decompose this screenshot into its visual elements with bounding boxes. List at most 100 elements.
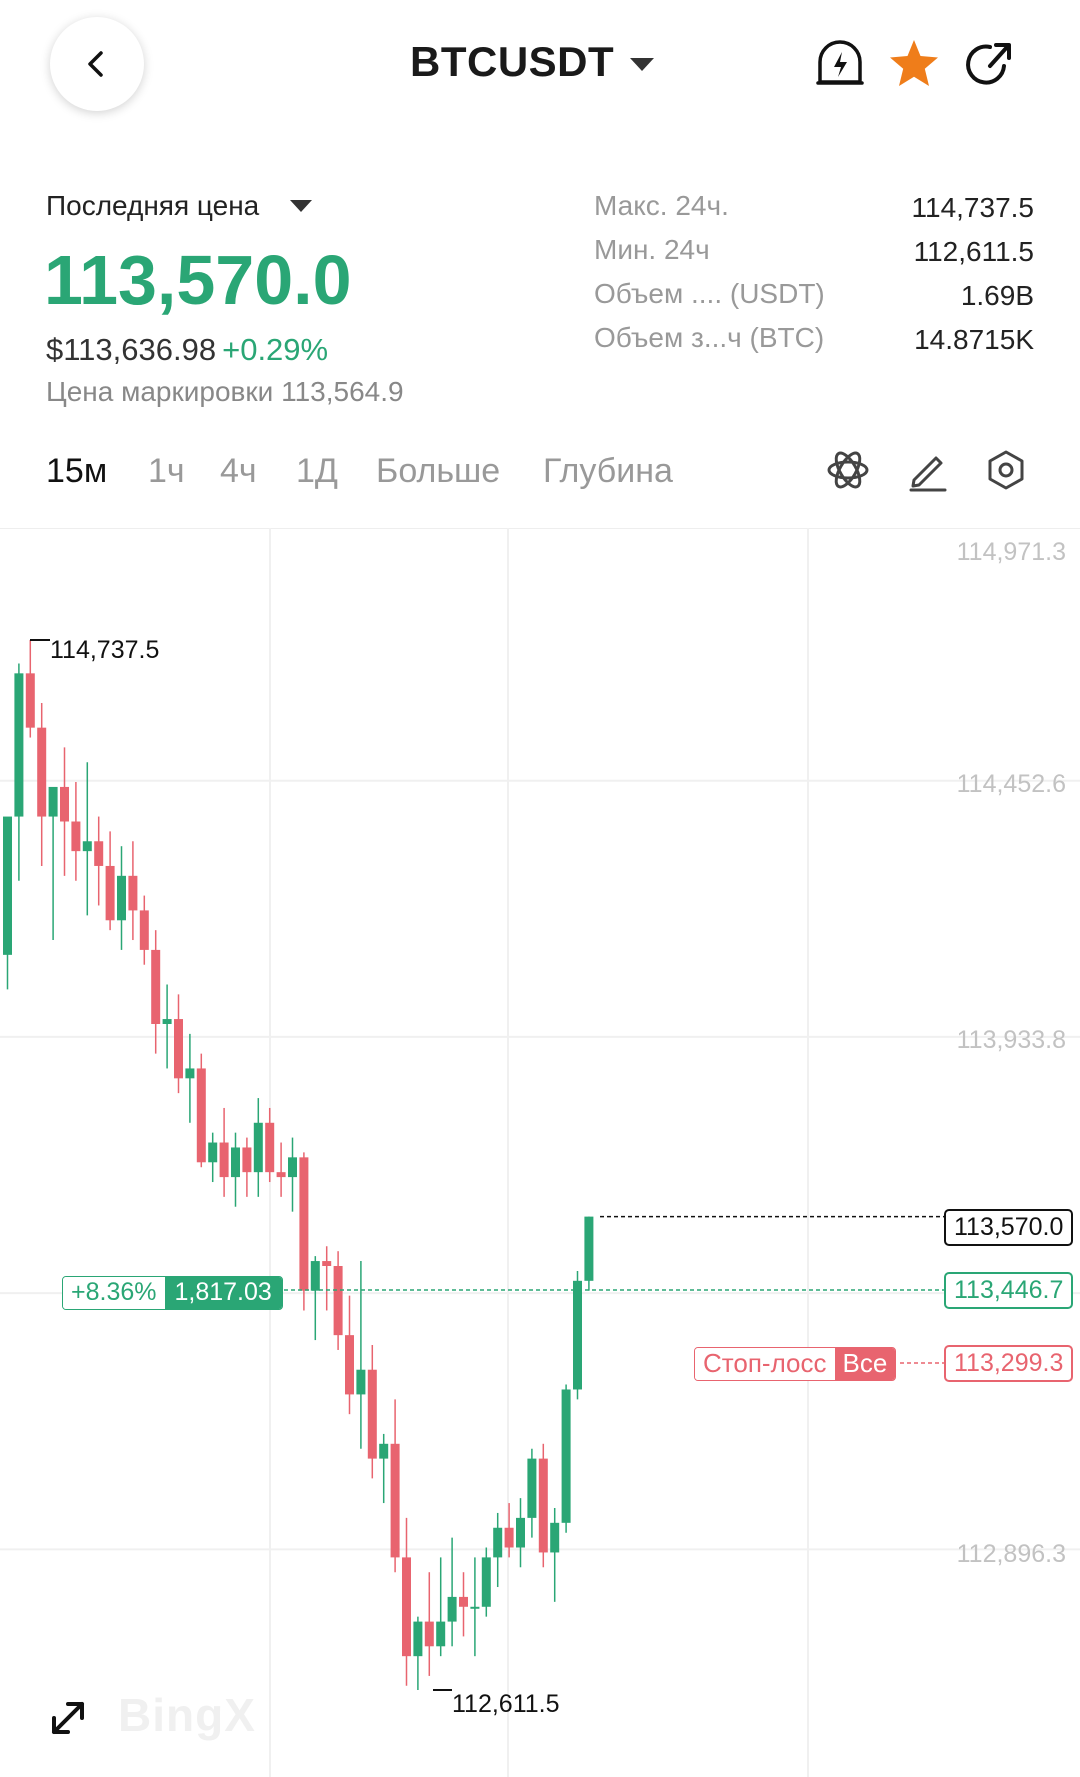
candle-body <box>584 1216 594 1281</box>
axis-label-4: 112,896.3 <box>956 1540 1066 1568</box>
stat-value-volume-btc: 14.8715K <box>914 324 1034 355</box>
stat-label-low: Мин. 24ч <box>594 234 710 265</box>
stop-loss-all-button[interactable]: Все <box>834 1348 896 1380</box>
candle-body <box>151 949 161 1024</box>
candle-body <box>231 1147 240 1178</box>
candle-body <box>288 1157 297 1178</box>
tab-15m[interactable]: 15м <box>46 452 108 490</box>
tab-1d[interactable]: 1Д <box>296 452 338 490</box>
stop-loss-price-tag[interactable]: 113,299.3 <box>944 1345 1074 1382</box>
stat-label-volume-btc: Объем з...ч (BTC) <box>594 322 825 353</box>
candle-body <box>265 1122 275 1173</box>
candle-body <box>185 1068 195 1079</box>
candle-body <box>105 865 115 921</box>
alert-bell-icon[interactable] <box>812 36 868 92</box>
candle-body <box>390 1443 400 1558</box>
candle-body <box>196 1068 206 1163</box>
symbol-dropdown-caret-icon[interactable] <box>630 58 654 71</box>
candle-body <box>299 1157 309 1291</box>
candle-body <box>504 1527 514 1548</box>
fullscreen-expand-icon[interactable] <box>46 1696 90 1740</box>
stat-value-volume-usdt: 1.69B <box>960 280 1034 311</box>
candle-body <box>48 786 58 817</box>
tab-more[interactable]: Больше <box>376 452 501 490</box>
stat-value-low: 112,611.5 <box>913 236 1034 267</box>
last-price: 113,570.0 <box>44 241 352 319</box>
candle-body <box>14 673 24 817</box>
candle-body <box>345 1335 354 1395</box>
stat-label-volume-usdt: Объем .... (USDT) <box>594 278 825 309</box>
candle-body <box>470 1606 480 1609</box>
stat-value-high: 114,737.5 <box>911 192 1035 223</box>
tab-depth[interactable]: Глубина <box>543 452 673 490</box>
symbol-title[interactable]: BTCUSDT <box>410 38 615 85</box>
favorite-star-icon[interactable] <box>886 36 942 92</box>
stop-loss-label: Стоп-лосс <box>695 1348 835 1380</box>
stat-label-high: Макс. 24ч. <box>594 190 729 221</box>
candle-body <box>71 821 81 852</box>
share-icon[interactable] <box>960 36 1016 92</box>
candle-body <box>25 673 35 728</box>
candle-body <box>573 1280 582 1390</box>
candle-body <box>162 1019 172 1024</box>
candle-body <box>436 1621 446 1647</box>
usd-price-row: $113,636.98 +0.29% <box>46 332 328 368</box>
candle-body <box>493 1527 503 1558</box>
indicators-atom-icon[interactable] <box>826 448 870 492</box>
settings-hex-icon[interactable] <box>984 448 1028 492</box>
back-button[interactable] <box>50 17 144 111</box>
candle-body <box>538 1458 548 1553</box>
price-type-caret-icon[interactable] <box>290 200 312 212</box>
candle-body <box>413 1621 423 1657</box>
candle-body <box>550 1522 560 1553</box>
candlestick-chart[interactable] <box>0 528 1080 1777</box>
bingx-watermark-logo: BingX <box>118 1689 256 1741</box>
candle-body <box>333 1265 343 1336</box>
candle-body <box>276 1172 286 1178</box>
candle-body <box>459 1596 468 1607</box>
position-percent: +8.36% <box>63 1277 165 1309</box>
candle-body <box>253 1122 263 1173</box>
candle-body <box>82 841 92 852</box>
candle-body <box>402 1557 411 1657</box>
high-price-marker: 114,737.5 <box>50 636 160 664</box>
candle-body <box>367 1369 377 1459</box>
candle-body <box>481 1557 491 1607</box>
candle-body <box>447 1596 457 1622</box>
candle-body <box>37 727 47 817</box>
candle-body <box>356 1369 366 1395</box>
tab-4h[interactable]: 4ч <box>220 452 257 490</box>
candle-body <box>60 786 69 822</box>
mark-price: Цена маркировки 113,564.9 <box>46 376 404 407</box>
tab-1h[interactable]: 1ч <box>148 452 185 490</box>
entry-price-tag[interactable]: 113,446.7 <box>944 1272 1074 1309</box>
candle-body <box>527 1458 537 1518</box>
candle-body <box>379 1443 389 1459</box>
axis-label-top: 114,971.3 <box>956 538 1066 566</box>
chart-canvas[interactable] <box>0 528 1080 1777</box>
draw-pencil-icon[interactable] <box>906 448 950 492</box>
low-price-marker: 112,611.5 <box>452 1690 560 1718</box>
candle-body <box>219 1142 229 1178</box>
last-price-label[interactable]: Последняя цена <box>46 190 260 221</box>
candle-body <box>322 1261 332 1266</box>
candle-body <box>242 1147 252 1173</box>
last-price-tag: 113,570.0 <box>944 1209 1074 1246</box>
candle-body <box>117 875 126 921</box>
position-pnl: 1,817.03 <box>164 1277 282 1309</box>
position-pnl-tag[interactable]: +8.36% 1,817.03 <box>62 1276 283 1310</box>
stop-loss-tag[interactable]: Стоп-лосс Все <box>694 1347 897 1381</box>
candle-body <box>424 1621 434 1647</box>
candle-body <box>208 1142 218 1163</box>
candle-body <box>94 841 104 866</box>
back-chevron-icon <box>88 51 103 77</box>
axis-label-2: 114,452.6 <box>956 770 1066 798</box>
usd-price: $113,636.98 <box>46 332 217 367</box>
candle-body <box>3 816 12 955</box>
candle-body <box>139 910 149 950</box>
candle-body <box>516 1517 525 1548</box>
change-percent: +0.29% <box>222 332 329 367</box>
candle-body <box>174 1019 183 1079</box>
axis-label-3: 113,933.8 <box>956 1026 1066 1054</box>
candle-body <box>310 1261 320 1291</box>
